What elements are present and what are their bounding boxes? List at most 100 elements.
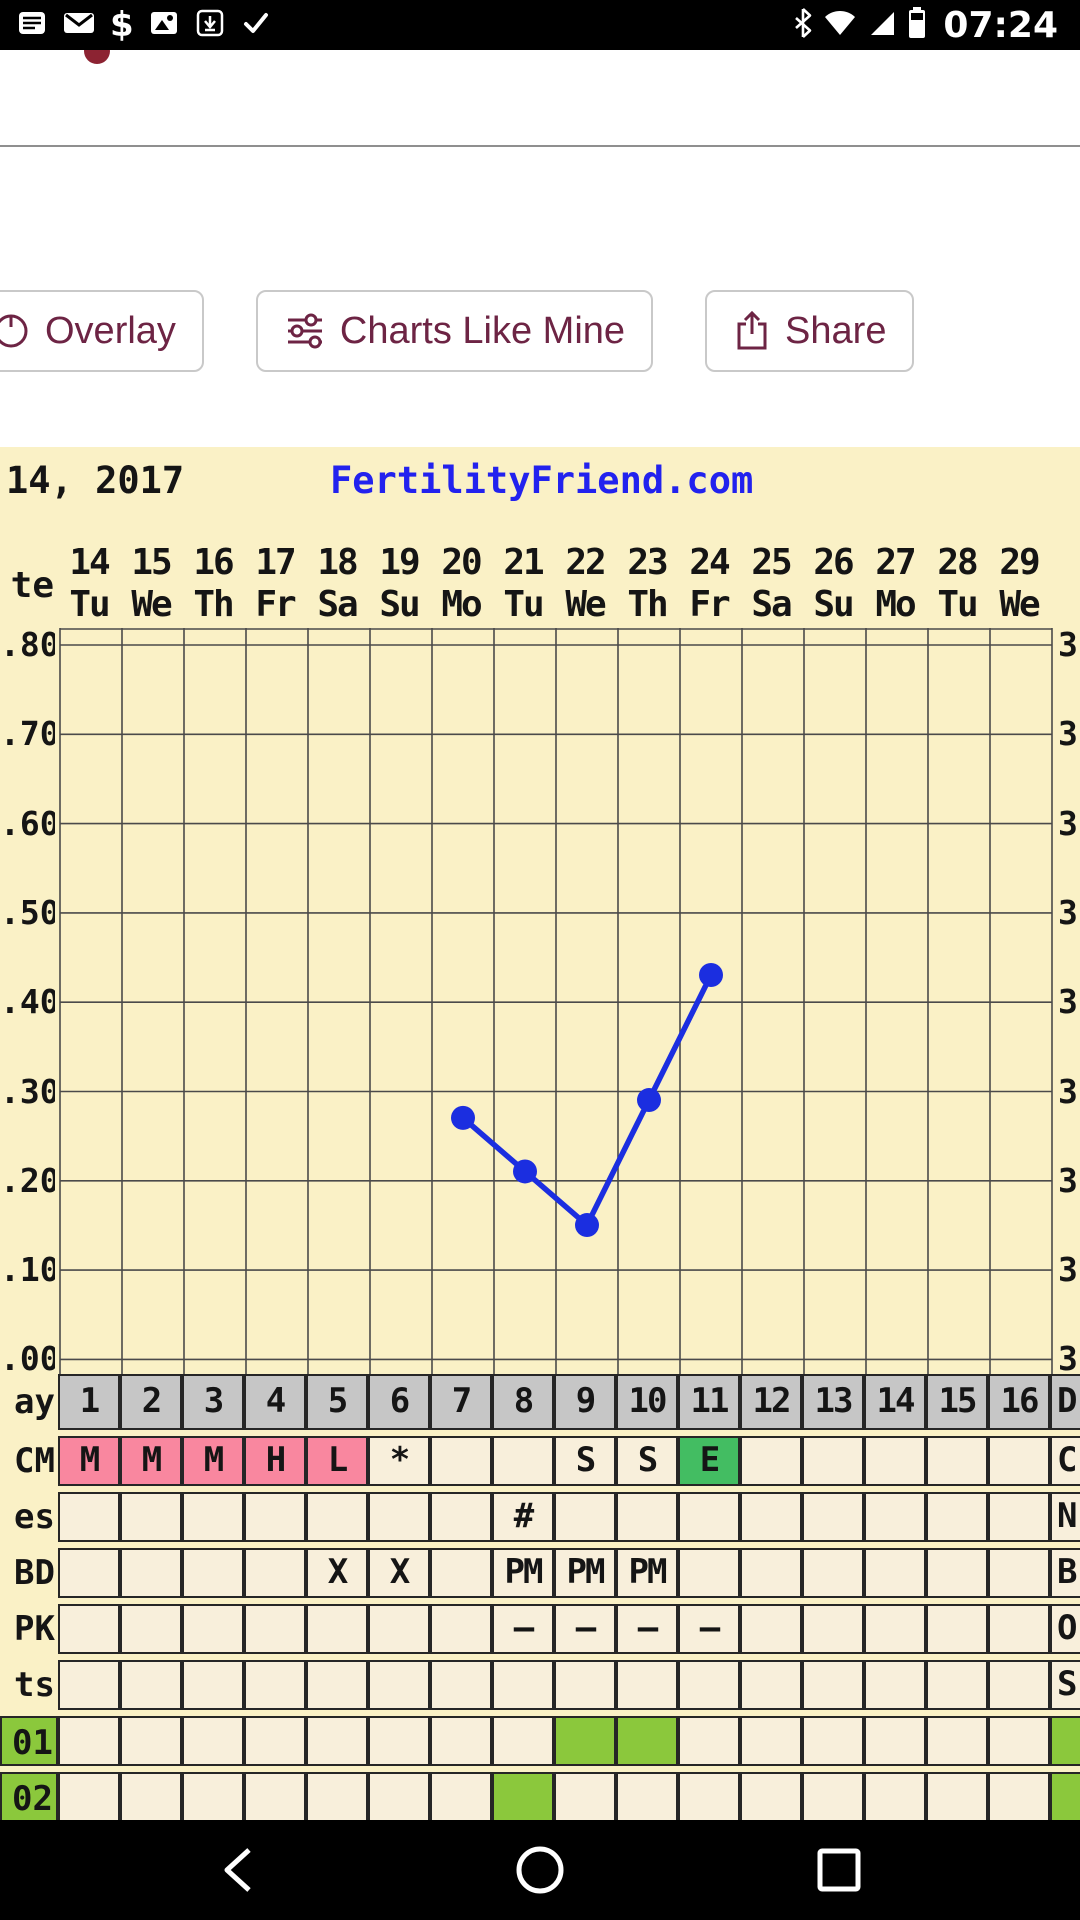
- cell-med02: [430, 1772, 492, 1820]
- cell-med02: [182, 1772, 244, 1820]
- cell-med01: [988, 1716, 1050, 1766]
- cell-med02: [926, 1772, 988, 1820]
- row-label-cm: CM: [14, 1441, 55, 1481]
- weekday-cell: Tu: [69, 584, 110, 625]
- status-bar: $ 07:24: [0, 0, 1080, 50]
- chart-date-fragment: 14, 2017: [6, 459, 185, 502]
- cell-cm: S: [554, 1436, 616, 1486]
- gmail-icon: [62, 7, 96, 44]
- cell-meds: [740, 1660, 802, 1710]
- table-row-med02: 02: [0, 1772, 1080, 1820]
- fertility-chart[interactable]: 14, 2017 FertilityFriend.com te 14 15 16 17…: [0, 447, 1080, 1820]
- tune-icon: [284, 311, 326, 351]
- cell-notes: #: [492, 1492, 554, 1542]
- overlay-icon: [0, 311, 31, 351]
- cell-bd: [58, 1548, 120, 1598]
- cell-bd: [988, 1548, 1050, 1598]
- charts-like-mine-button[interactable]: Charts Like Mine: [255, 290, 654, 372]
- cell-med02: [988, 1772, 1050, 1820]
- cell-med01: [678, 1716, 740, 1766]
- weekday-axis-row: Tu We Th Fr Sa Su Mo Tu We Th Fr Sa Su Mo Tu We: [58, 584, 1050, 626]
- chart-title-row: 14, 2017 FertilityFriend.com: [0, 459, 1080, 503]
- cell-notes: [740, 1492, 802, 1542]
- y-axis-label-right: 3: [1058, 1071, 1078, 1111]
- date-cell: 21: [503, 542, 544, 583]
- cell-opk: [926, 1604, 988, 1654]
- cell-med01: [926, 1716, 988, 1766]
- y-axis-label: .00: [0, 1339, 55, 1379]
- cell-meds: [120, 1660, 182, 1710]
- y-axis-label-right: 3: [1058, 1160, 1078, 1200]
- cell-day: 1: [58, 1374, 120, 1430]
- cell-cm: M: [58, 1436, 120, 1486]
- weekday-cell: We: [565, 584, 606, 625]
- weekday-cell: Mo: [875, 584, 916, 625]
- cell-meds: [244, 1660, 306, 1710]
- date-cell: 29: [999, 542, 1040, 583]
- cell-opk: [120, 1604, 182, 1654]
- date-cell: 19: [379, 542, 420, 583]
- table-row-med01: 01: [0, 1716, 1080, 1766]
- share-button-label: Share: [785, 309, 887, 352]
- row-label-day: ay: [14, 1382, 55, 1422]
- cell-meds: [492, 1660, 554, 1710]
- date-cell: 25: [751, 542, 792, 583]
- android-nav-bar: [0, 1820, 1080, 1920]
- home-icon[interactable]: [514, 1844, 566, 1896]
- cell-bd: [802, 1548, 864, 1598]
- cell-meds: [430, 1660, 492, 1710]
- weekday-cell: Tu: [503, 584, 544, 625]
- check-icon: [240, 7, 272, 44]
- cell-bd: [864, 1548, 926, 1598]
- cell-bd: PM: [492, 1548, 554, 1598]
- cell-med01: [58, 1716, 120, 1766]
- cell-cm: [492, 1436, 554, 1486]
- cell-notes: [554, 1492, 616, 1542]
- cell-opk: [864, 1604, 926, 1654]
- cell-med01: [740, 1716, 802, 1766]
- cell-med02: [740, 1772, 802, 1820]
- cell-cm: M: [120, 1436, 182, 1486]
- cell-cm: M: [182, 1436, 244, 1486]
- recents-icon[interactable]: [813, 1844, 865, 1896]
- y-axis-label-right: 3: [1058, 625, 1078, 664]
- bbt-graph: .80 .70 .60 .50 .40 .30 .20 .10 .00 3 3 3 3 3 3 3 3 3: [0, 625, 1080, 1378]
- weekday-cell: Tu: [937, 584, 978, 625]
- chart-toolbar: Overlay Charts Like Mine Share: [0, 290, 915, 372]
- cell-med02: [306, 1772, 368, 1820]
- share-button[interactable]: Share: [705, 290, 915, 372]
- table-row-meds: ts S: [0, 1660, 1080, 1710]
- cell-day: 6: [368, 1374, 430, 1430]
- date-cell: 18: [317, 542, 358, 583]
- cell-notes: [802, 1492, 864, 1542]
- back-icon[interactable]: [215, 1844, 267, 1896]
- y-axis-label: .10: [0, 1250, 55, 1290]
- cell-med02: [802, 1772, 864, 1820]
- cell-meds: [926, 1660, 988, 1710]
- cell-meds: [864, 1660, 926, 1710]
- battery-icon: [907, 6, 927, 45]
- photos-icon: [148, 7, 180, 44]
- y-axis-label: .80: [0, 625, 55, 664]
- overlay-button-label: Overlay: [45, 309, 176, 352]
- cell-med02: [120, 1772, 182, 1820]
- cell-med01: [244, 1716, 306, 1766]
- row-right-fragment-bd: B: [1050, 1548, 1080, 1598]
- cell-cm: H: [244, 1436, 306, 1486]
- cell-meds: [802, 1660, 864, 1710]
- y-axis-label-right: 3: [1058, 1339, 1078, 1379]
- cell-bd: [926, 1548, 988, 1598]
- date-row-label-fragment: te: [10, 565, 54, 606]
- cell-med01: [182, 1716, 244, 1766]
- overlay-button[interactable]: Overlay: [0, 290, 204, 372]
- bluetooth-icon: [793, 6, 813, 45]
- cell-notes: [306, 1492, 368, 1542]
- row-right-fragment-notes: N: [1050, 1492, 1080, 1542]
- cell-cm: E: [678, 1436, 740, 1486]
- cell-med02: [492, 1772, 554, 1820]
- table-row-notes: es # N: [0, 1492, 1080, 1542]
- date-cell: 15: [131, 542, 172, 583]
- cell-med02: [678, 1772, 740, 1820]
- y-axis-label: .70: [0, 714, 55, 754]
- row-label-notes: es: [14, 1497, 55, 1537]
